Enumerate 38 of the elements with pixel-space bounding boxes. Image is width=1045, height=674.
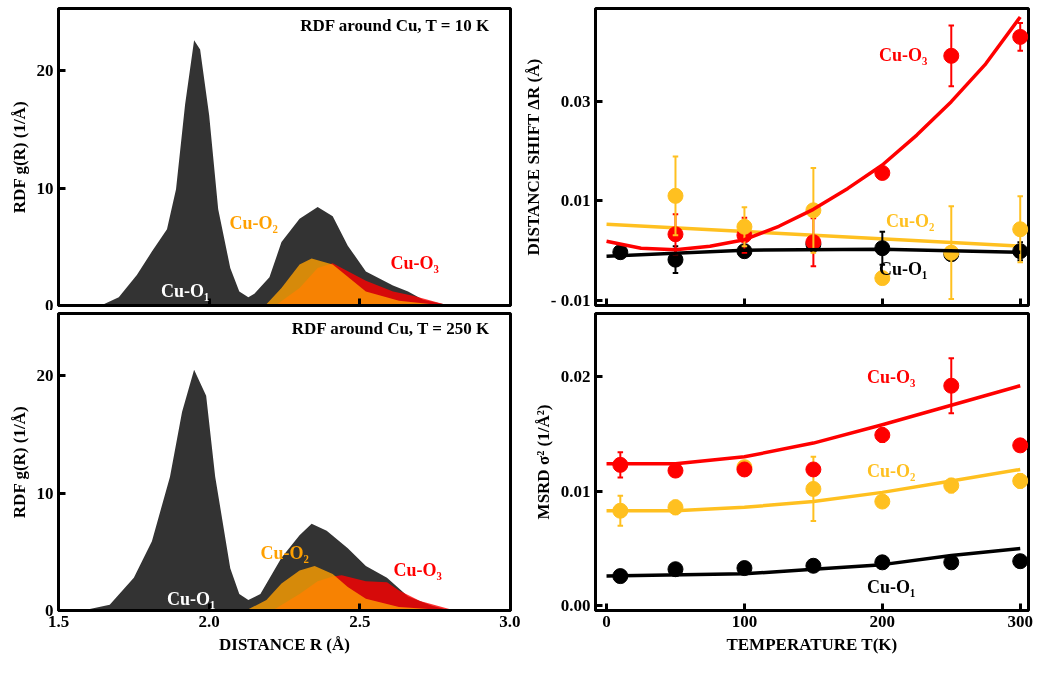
chart-title: RDF around Cu, T = 10 K: [300, 15, 491, 35]
series-label: Cu-O₂: [867, 460, 916, 481]
series-label: Cu-O₃: [867, 367, 917, 388]
series-label: Cu-O₁: [160, 281, 210, 302]
y-tick-label: 20: [36, 61, 54, 81]
y-axis-title: DISTANCE SHIFT ΔR (Å): [523, 58, 543, 256]
y-axis-title: RDF g(R) (1/Å): [9, 406, 29, 519]
x-tick-label: 0: [602, 611, 611, 631]
y-axis-title: RDF g(R) (1/Å): [9, 101, 29, 214]
y-tick-label: - 0.01: [550, 291, 591, 311]
x-tick-label: 300: [1007, 611, 1033, 631]
series-label: Cu-O₂: [260, 542, 309, 563]
text: Cu-O₂: [229, 212, 278, 233]
series-label: Cu-O₃: [393, 560, 443, 581]
y-tick-label: 0.02: [560, 367, 591, 387]
y-tick-label: 0.00: [560, 596, 591, 616]
x-tick-label: 2.5: [349, 611, 371, 631]
series-label: Cu-O₁: [879, 259, 928, 280]
series-label: Cu-O₁: [867, 577, 916, 598]
x-axis-title: DISTANCE R (Å): [219, 634, 350, 654]
y-tick-label: 10: [36, 483, 54, 503]
series-label: Cu-O₃: [390, 253, 440, 274]
series-label: Cu-O₂: [886, 211, 935, 232]
y-tick-label: 10: [36, 178, 54, 198]
y-axis-title: MSRD σ² (1/Å²): [533, 404, 553, 520]
y-tick-label: 0.01: [560, 481, 591, 501]
y-tick-label: 0: [45, 295, 54, 315]
x-axis-title: TEMPERATURE T(K): [726, 634, 898, 654]
x-tick-label: 2.0: [198, 611, 220, 631]
x-tick-label: 3.0: [499, 611, 521, 631]
x-tick-label: 200: [869, 611, 896, 631]
x-tick-label: 100: [731, 611, 758, 631]
chart-title: RDF around Cu, T = 250 K: [291, 318, 491, 338]
series-label: Cu-O₃: [879, 44, 929, 65]
series-label: Cu-O₁: [166, 588, 216, 609]
y-tick-label: 0.01: [560, 191, 591, 211]
y-tick-label: 0.03: [560, 91, 591, 111]
y-tick-label: 20: [36, 366, 54, 386]
